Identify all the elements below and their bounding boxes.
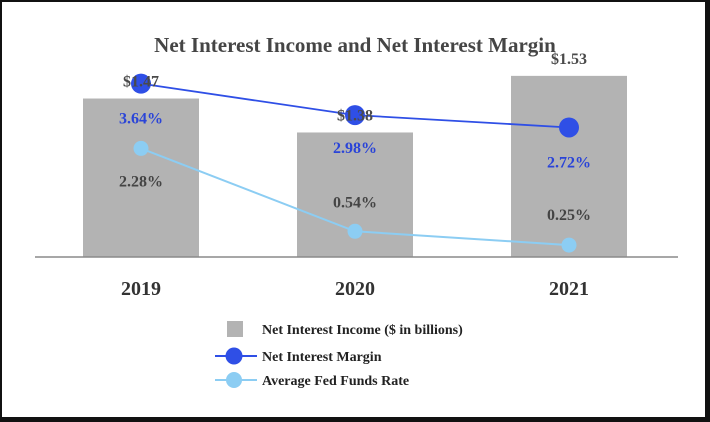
legend: Net Interest Income ($ in billions) Net I… xyxy=(215,321,463,389)
line-group xyxy=(131,73,579,253)
chart-title: Net Interest Income and Net Interest Mar… xyxy=(154,33,556,57)
fed-funds-rate-label-2021: 0.25% xyxy=(547,207,591,224)
fed-funds-rate-label-2020: 0.54% xyxy=(333,194,377,211)
bar-value-label-2021: $1.53 xyxy=(551,51,587,68)
net-interest-margin-point-2021 xyxy=(559,117,579,138)
legend-label-net-interest-margin: Net Interest Margin xyxy=(262,350,382,365)
x-tick-label-2021: 2021 xyxy=(549,278,589,300)
legend-label-fed-funds-rate: Average Fed Funds Rate xyxy=(262,374,409,389)
legend-label-net-interest-income: Net Interest Income ($ in billions) xyxy=(262,323,463,338)
fed-funds-rate-point-2020 xyxy=(347,223,363,239)
fed-funds-rate-point-2021 xyxy=(561,237,577,253)
net-interest-margin-label-2020: 2.98% xyxy=(333,140,377,157)
net-interest-margin-point-2020 xyxy=(345,105,365,126)
net-interest-margin-point-2019 xyxy=(131,73,151,94)
net-interest-margin-label-2021: 2.72% xyxy=(547,154,591,171)
bar-group xyxy=(83,75,627,258)
bar-2019 xyxy=(83,98,199,258)
legend-fed-funds-rate-marker xyxy=(226,372,242,388)
net-interest-margin-label-2019: 3.64% xyxy=(119,111,163,128)
x-tick-labels: 2019 2020 2021 xyxy=(121,278,589,300)
bar-value-label-2019: $1.47 xyxy=(123,74,159,91)
legend-bar-swatch xyxy=(227,321,243,337)
x-tick-label-2020: 2020 xyxy=(335,278,375,300)
fed-funds-rate-point-2019 xyxy=(133,140,149,156)
bar-2021 xyxy=(511,75,627,258)
legend-net-interest-margin-marker xyxy=(225,347,243,365)
fed-funds-rate-label-2019: 2.28% xyxy=(119,173,163,190)
label-group: $1.47 $1.38 $1.53 3.64% 2.98% 2.72% 2.28% 0.54%… xyxy=(119,51,591,224)
x-tick-label-2019: 2019 xyxy=(121,278,161,300)
bar-value-label-2020: $1.38 xyxy=(337,107,373,124)
